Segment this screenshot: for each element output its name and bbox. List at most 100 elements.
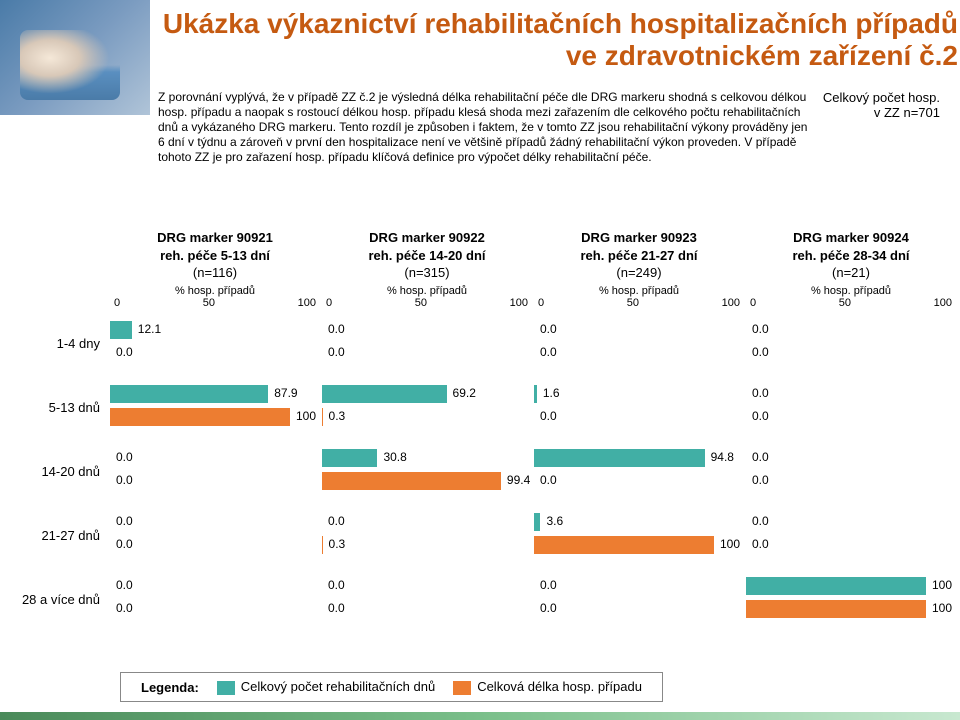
bar-hosp-length	[534, 536, 714, 554]
bar-value-a: 0.0	[328, 322, 345, 336]
bar-value-a: 0.0	[752, 450, 769, 464]
bar-value-b: 100	[932, 601, 952, 615]
bar-cell: 0.00.0	[746, 384, 956, 432]
row-label: 28 a více dnů	[0, 592, 110, 607]
bar-value-a: 100	[932, 578, 952, 592]
bar-hosp-length	[322, 472, 501, 490]
bar-value-b: 0.0	[116, 473, 133, 487]
bar-cell: 0.0 0.0	[110, 576, 320, 624]
bar-value-a: 0.0	[328, 578, 345, 592]
axis-label: % hosp. případů	[746, 285, 956, 297]
bar-value-a: 0.0	[116, 514, 133, 528]
bar-row: 1-4 dny12.10.00.00.00.00.00.00.0	[0, 315, 960, 373]
total-count-note: Celkový počet hosp. v ZZ n=701	[820, 90, 940, 120]
legend: Legenda: Celkový počet rehabilitačních d…	[120, 672, 663, 702]
bar-cell: 0.0 0.3	[322, 512, 532, 560]
legend-item-a: Celkový počet rehabilitačních dnů	[217, 679, 435, 695]
bar-row: 5-13 dnů 87.9 100 69.2 0.3 1.6 0.00.00.0	[0, 379, 960, 437]
bar-value-b: 0.0	[752, 345, 769, 359]
n-line: (n=315)	[322, 265, 532, 281]
chart-column-header: DRG marker 90922 reh. péče 14-20 dní(n=31…	[322, 230, 532, 309]
bar-value-a: 0.0	[116, 450, 133, 464]
bar-value-a: 0.0	[540, 578, 557, 592]
bar-value-b: 0.0	[116, 345, 133, 359]
axis-label: % hosp. případů	[534, 285, 744, 297]
bar-cell: 69.2 0.3	[322, 384, 532, 432]
bar-value-b: 0.0	[116, 601, 133, 615]
bar-value-a: 0.0	[752, 322, 769, 336]
bar-cell: 0.00.0	[746, 512, 956, 560]
bar-hosp-length	[322, 408, 323, 426]
description-paragraph: Z porovnání vyplývá, že v případě ZZ č.2…	[158, 90, 808, 165]
bar-value-b: 0.3	[329, 409, 346, 423]
chart-column-header: DRG marker 90924reh. péče 28-34 dní(n=21…	[746, 230, 956, 309]
bar-value-a: 69.2	[453, 386, 476, 400]
bar-row: 21-27 dnů0.00.00.00.33.61000.00.0	[0, 507, 960, 565]
bar-value-a: 30.8	[383, 450, 406, 464]
care-range-line: reh. péče 14-20 dní	[322, 248, 532, 264]
bar-rehab-days	[110, 321, 132, 339]
charts-grid: DRG marker 90921reh. péče 5-13 dní(n=116…	[0, 230, 960, 629]
legend-label: Legenda:	[141, 680, 199, 695]
care-range-line: reh. péče 21-27 dní	[534, 248, 744, 264]
bar-value-b: 0.3	[329, 537, 346, 551]
axis-ticks: 050100	[534, 297, 744, 309]
n-line: (n=249)	[534, 265, 744, 281]
bar-value-b: 0.0	[540, 601, 557, 615]
chart-column-header: DRG marker 90921reh. péče 5-13 dní(n=116…	[110, 230, 320, 309]
bar-cell: 3.6 100	[534, 512, 744, 560]
bar-cell: 0.0 0.0	[110, 512, 320, 560]
chart-column-header: DRG marker 90923reh. péče 21-27 dní(n=24…	[534, 230, 744, 309]
bar-value-a: 0.0	[328, 514, 345, 528]
bar-value-b: 100	[720, 537, 740, 551]
header-photo	[0, 0, 150, 115]
bar-rehab-days	[322, 449, 377, 467]
bar-hosp-length	[110, 408, 290, 426]
bar-value-b: 100	[296, 409, 316, 423]
bar-rehab-days	[110, 385, 268, 403]
bar-hosp-length	[322, 536, 323, 554]
bar-value-a: 3.6	[546, 514, 563, 528]
bar-value-b: 0.0	[116, 537, 133, 551]
bar-row: 28 a více dnů0.00.00.00.00.00.0100100	[0, 571, 960, 629]
row-label: 14-20 dnů	[0, 464, 110, 479]
bar-value-a: 0.0	[116, 578, 133, 592]
bar-rehab-days	[534, 385, 537, 403]
bar-value-a: 12.1	[138, 322, 161, 336]
legend-item-b: Celková délka hosp. případu	[453, 679, 642, 695]
bar-value-b: 0.0	[752, 473, 769, 487]
axis-label: % hosp. případů	[322, 285, 532, 297]
bar-value-b: 99.4	[507, 473, 530, 487]
bar-value-b: 0.0	[540, 345, 557, 359]
bar-rehab-days	[746, 577, 926, 595]
drg-marker-line: DRG marker 90922	[322, 230, 532, 246]
bar-rehab-days	[322, 385, 447, 403]
row-label: 5-13 dnů	[0, 400, 110, 415]
bar-cell: 100 100	[746, 576, 956, 624]
bar-cell: 30.8 99.4	[322, 448, 532, 496]
drg-marker-line: DRG marker 90921	[110, 230, 320, 246]
bar-cell: 94.8 0.0	[534, 448, 744, 496]
bar-value-a: 1.6	[543, 386, 560, 400]
axis-ticks: 050100	[322, 297, 532, 309]
axis-label: % hosp. případů	[110, 285, 320, 297]
axis-ticks: 050100	[110, 297, 320, 309]
bar-cell: 87.9 100	[110, 384, 320, 432]
bar-cell: 0.0 0.0	[110, 448, 320, 496]
bar-cell: 0.00.0	[322, 576, 532, 624]
bar-value-a: 94.8	[711, 450, 734, 464]
bar-value-b: 0.0	[540, 473, 557, 487]
bar-cell: 0.0 0.0	[746, 448, 956, 496]
bar-cell: 0.0 0.0	[534, 576, 744, 624]
page-title: Ukázka výkaznictví rehabilitačních hospi…	[158, 8, 958, 72]
bar-cell: 0.00.0	[322, 320, 532, 368]
bar-cell: 0.00.0	[534, 320, 744, 368]
bar-value-b: 0.0	[752, 409, 769, 423]
axis-ticks: 050100	[746, 297, 956, 309]
row-label: 21-27 dnů	[0, 528, 110, 543]
n-line: (n=116)	[110, 265, 320, 281]
bar-value-b: 0.0	[752, 537, 769, 551]
footer-gradient	[0, 712, 960, 720]
n-line: (n=21)	[746, 265, 956, 281]
bar-value-a: 87.9	[274, 386, 297, 400]
